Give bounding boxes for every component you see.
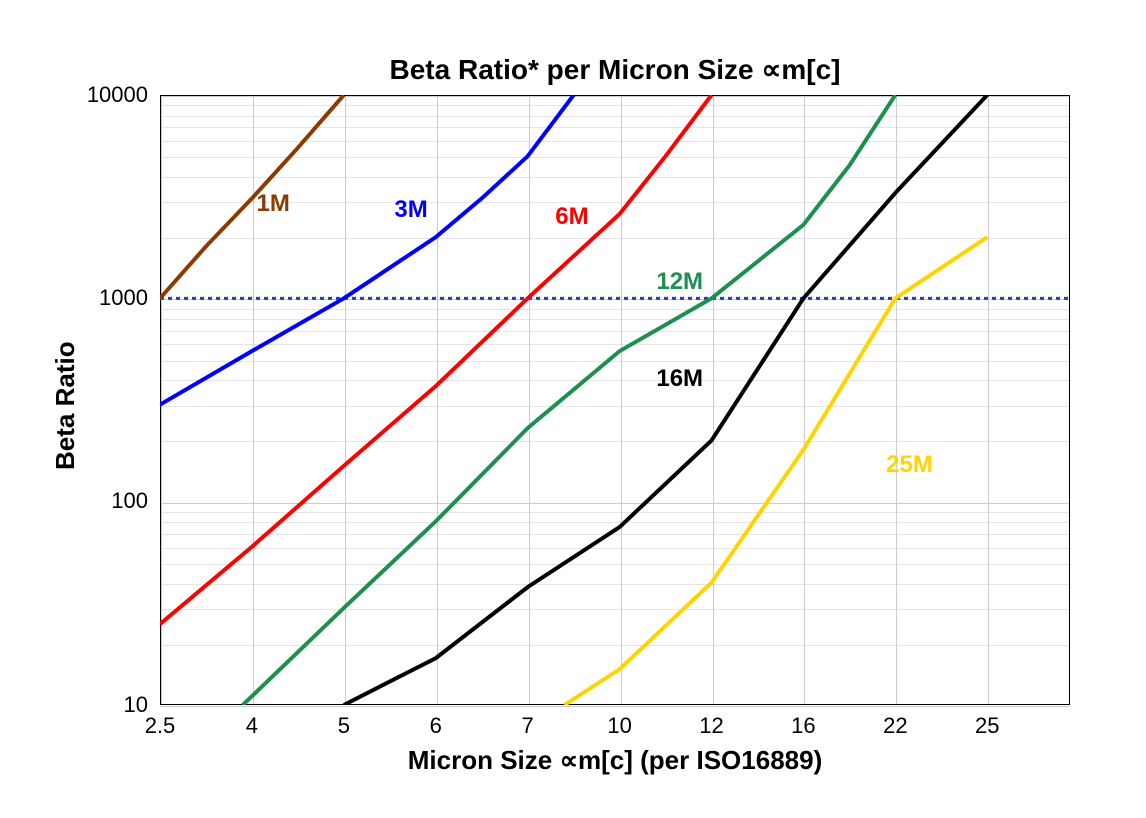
series-label-12M: 12M <box>656 268 703 296</box>
x-tick-label: 2.5 <box>145 713 176 739</box>
series-label-16M: 16M <box>656 365 703 393</box>
series-line-16M <box>344 95 987 705</box>
x-tick-label: 5 <box>338 713 350 739</box>
chart-svg <box>0 0 1146 818</box>
x-axis-label: Micron Size ∝m[c] (per ISO16889) <box>408 745 822 776</box>
series-label-3M: 3M <box>394 196 427 224</box>
x-tick-label: 10 <box>607 713 631 739</box>
x-tick-label: 22 <box>883 713 907 739</box>
x-tick-label: 7 <box>522 713 534 739</box>
series-line-6M <box>160 95 712 624</box>
series-label-25M: 25M <box>886 451 933 479</box>
series-line-1M <box>160 95 344 298</box>
series-label-6M: 6M <box>555 203 588 231</box>
x-tick-label: 12 <box>699 713 723 739</box>
chart-title: Beta Ratio* per Micron Size ∝m[c] <box>390 53 841 86</box>
y-axis-label: Beta Ratio <box>50 341 81 470</box>
series-line-12M <box>243 95 896 705</box>
x-tick-label: 25 <box>975 713 999 739</box>
x-tick-label: 6 <box>430 713 442 739</box>
series-line-3M <box>160 95 574 405</box>
x-tick-label: 16 <box>791 713 815 739</box>
x-tick-label: 4 <box>246 713 258 739</box>
series-label-1M: 1M <box>257 190 290 218</box>
